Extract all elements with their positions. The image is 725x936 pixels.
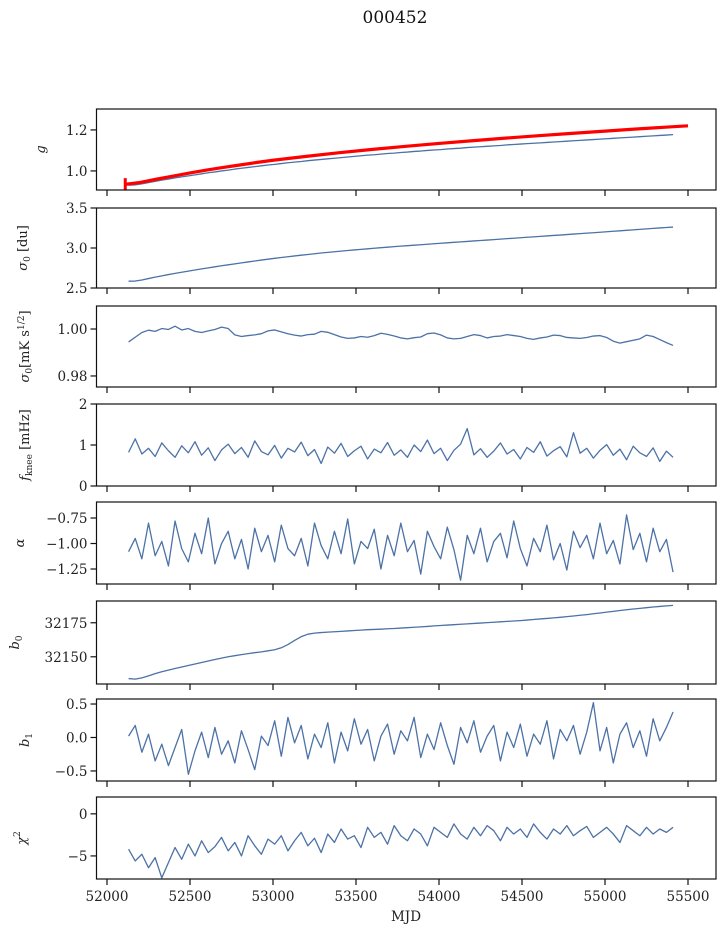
y-tick-label: 1.0: [66, 164, 87, 180]
y-axis-label: α: [13, 538, 28, 547]
y-tick-label: −1.25: [46, 562, 87, 578]
x-tick-label: 52000: [86, 889, 129, 905]
axes-frame: [95, 600, 717, 685]
panel-8: −5 0 χ2: [13, 796, 717, 885]
series-line-chi2: [128, 823, 674, 879]
figure-title: 000452: [363, 8, 428, 28]
y-axis-label: χ2: [13, 831, 30, 846]
x-tick-label: 54500: [501, 889, 544, 905]
axes-frame: [95, 108, 717, 191]
fit-line-g-fit: [125, 124, 689, 186]
x-tick-label: 55500: [667, 889, 710, 905]
y-tick-label: 32175: [45, 616, 88, 632]
x-tick-label: 55000: [584, 889, 627, 905]
series-line-b0: [128, 604, 674, 680]
series-line-sigma0-du: [128, 226, 674, 282]
y-tick-label: 3.5: [66, 201, 87, 217]
series-line-alpha: [127, 514, 674, 581]
axes-frame: [95, 796, 717, 880]
y-tick-label: 32150: [45, 650, 88, 666]
panel-5: −1.25 −1.00 −0.75 α: [13, 501, 717, 590]
panel-7: −0.5 0.0 0.5 b1: [18, 697, 717, 787]
y-axis-label: fknee [mHz]: [18, 409, 35, 482]
y-tick-label: 2: [79, 397, 88, 413]
y-axis-label: σ0 [du]: [16, 225, 33, 271]
y-tick-label: 0.5: [66, 697, 87, 713]
axes-frame: [95, 207, 717, 289]
x-tick-label: 54000: [418, 889, 461, 905]
y-tick-label: 0.0: [66, 730, 87, 746]
y-tick-label: 0.98: [57, 369, 87, 385]
y-tick-label: 1.2: [66, 123, 87, 139]
axes-frame: [95, 403, 717, 487]
y-axis-label: b1: [18, 733, 35, 747]
y-tick-label: −0.5: [55, 764, 88, 780]
y-tick-label: 0: [79, 479, 88, 495]
y-tick-label: −0.75: [46, 511, 87, 527]
y-axis-label: b0: [8, 635, 25, 649]
panel-4: 0 1 2 fknee [mHz]: [18, 397, 717, 495]
y-tick-label: 2.5: [66, 281, 87, 297]
panel-2: 2.5 3.0 3.5 σ0 [du]: [16, 201, 717, 297]
axes-frame: [95, 698, 717, 782]
series-line-fknee: [127, 427, 674, 465]
y-tick-label: 3.0: [66, 241, 87, 257]
y-tick-label: −5: [68, 849, 88, 865]
x-tick-label: 53000: [252, 889, 295, 905]
panel-1: 1.0 1.2 g: [34, 108, 717, 196]
series-line-b1: [128, 702, 674, 775]
panel-6: 32150 32175 b0: [8, 600, 717, 690]
axes-frame: [95, 305, 717, 388]
series-line-sigma0-mk: [128, 325, 674, 347]
panel-3: 0.98 1.00 σ0[mK s1/2]: [17, 305, 717, 393]
y-tick-label: 1.00: [57, 322, 87, 338]
x-axis: 52000 52500 53000 53500 54000 54500 55000 55500: [86, 889, 710, 905]
x-axis-label: MJD: [391, 909, 421, 925]
x-tick-label: 53500: [335, 889, 378, 905]
y-axis-label: g: [34, 145, 49, 153]
x-tick-label: 52500: [169, 889, 212, 905]
series-line-g: [128, 133, 674, 186]
y-tick-label: 1: [79, 438, 88, 454]
y-axis-label: σ0[mK s1/2]: [17, 310, 35, 382]
y-tick-label: −1.00: [46, 537, 87, 553]
y-tick-label: 0: [79, 807, 88, 823]
